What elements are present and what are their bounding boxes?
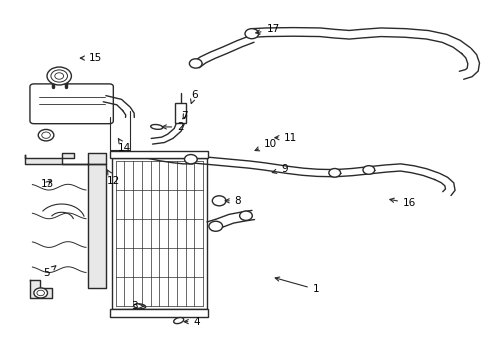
Text: 7: 7 (181, 111, 187, 121)
Circle shape (38, 130, 54, 141)
Ellipse shape (173, 318, 183, 324)
Circle shape (47, 67, 71, 85)
Circle shape (55, 73, 63, 79)
Text: 1: 1 (275, 277, 319, 294)
Text: 2: 2 (162, 122, 183, 132)
Ellipse shape (150, 125, 163, 129)
FancyBboxPatch shape (30, 84, 113, 124)
Circle shape (51, 70, 67, 82)
Bar (110, 309, 208, 317)
Polygon shape (30, 280, 52, 298)
Bar (110, 150, 208, 158)
Circle shape (328, 168, 340, 177)
Circle shape (34, 288, 47, 298)
Text: 15: 15 (80, 53, 102, 63)
Text: 5: 5 (43, 266, 56, 278)
Text: 17: 17 (255, 24, 279, 35)
Circle shape (184, 154, 197, 164)
Circle shape (244, 29, 258, 39)
Text: 16: 16 (389, 198, 415, 208)
Circle shape (212, 196, 225, 206)
Text: 13: 13 (41, 179, 54, 189)
Text: 6: 6 (190, 90, 197, 104)
Bar (112, 158, 206, 309)
Circle shape (41, 132, 50, 138)
Text: 14: 14 (118, 139, 131, 153)
Circle shape (208, 221, 222, 231)
Text: 12: 12 (107, 170, 120, 186)
Text: 3: 3 (131, 301, 143, 311)
Circle shape (37, 290, 44, 296)
Text: 9: 9 (272, 164, 287, 174)
Text: 4: 4 (184, 317, 200, 327)
Circle shape (362, 166, 374, 174)
Circle shape (239, 211, 252, 220)
Text: 8: 8 (224, 196, 241, 206)
Ellipse shape (133, 304, 145, 309)
Bar (175, 103, 185, 123)
Polygon shape (25, 153, 105, 288)
Text: 11: 11 (274, 133, 296, 143)
Text: 10: 10 (255, 139, 277, 151)
Circle shape (189, 59, 202, 68)
